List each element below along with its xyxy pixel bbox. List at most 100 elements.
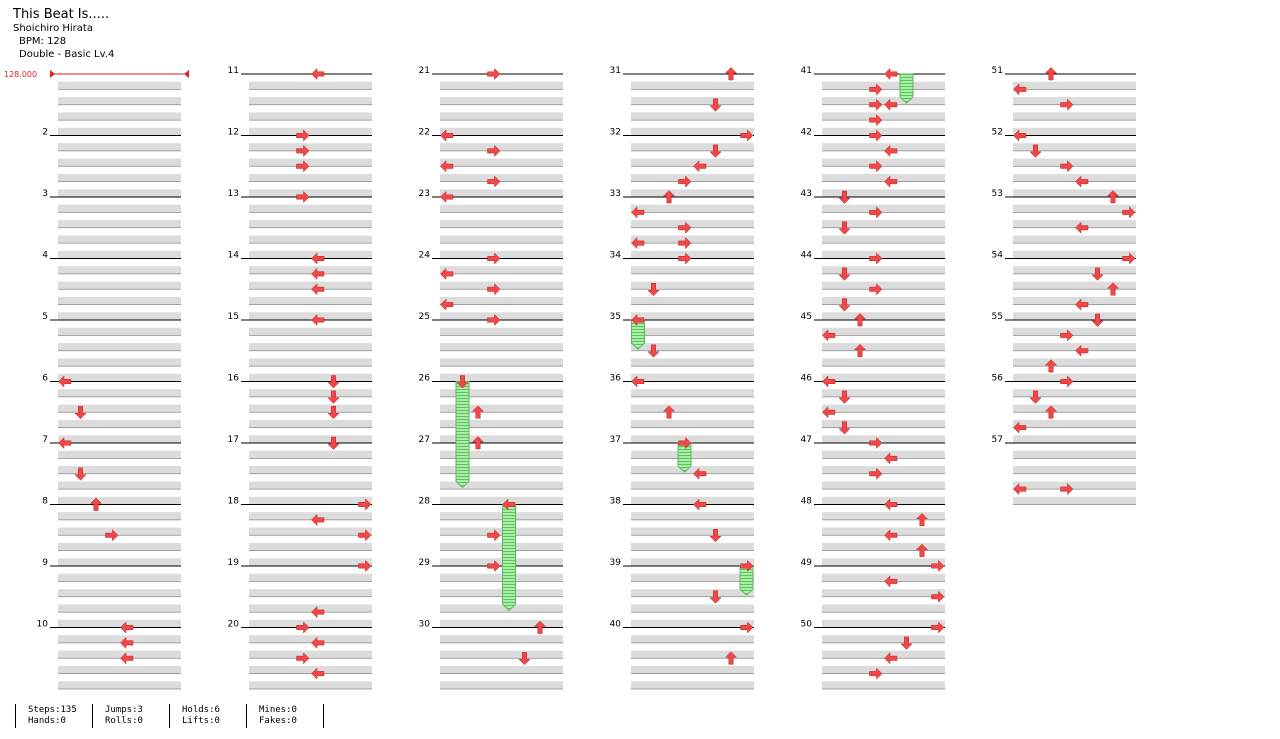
beat-band	[249, 158, 372, 167]
arrow-right-icon	[1122, 206, 1136, 219]
beat-band	[822, 681, 945, 689]
beat-band	[249, 312, 372, 320]
stat-fakes: Fakes:0	[259, 716, 297, 726]
beat-band	[58, 296, 181, 305]
arrow-down-icon	[838, 221, 851, 235]
arrow-up-icon	[1106, 190, 1120, 204]
beat-band	[58, 250, 181, 259]
beat-band	[249, 281, 372, 290]
beat-band	[822, 358, 945, 367]
beat-band	[440, 189, 563, 197]
freeze-arrow	[455, 381, 470, 489]
arrow-left-icon	[311, 67, 325, 81]
beat-band	[631, 296, 754, 305]
beat-band	[440, 235, 563, 244]
arrow-right-icon	[296, 144, 310, 157]
arrow-down-icon	[327, 406, 340, 420]
measure-number: 36	[610, 374, 622, 384]
beat-band	[631, 527, 754, 536]
beat-band	[631, 358, 754, 367]
beat-band	[631, 589, 754, 597]
measure-number: 52	[992, 128, 1003, 138]
beat-band	[1013, 343, 1136, 351]
measure-number: 34	[610, 251, 622, 261]
beat-band	[58, 189, 181, 197]
arrow-up-icon	[724, 67, 738, 81]
stat-rolls: Rolls:0	[105, 716, 143, 726]
beat-band	[822, 343, 945, 351]
beat-band	[822, 327, 945, 336]
beat-band	[249, 143, 372, 151]
beat-band	[249, 343, 372, 351]
beat-band	[249, 220, 372, 228]
beat-band	[440, 143, 563, 151]
beat-band	[440, 542, 563, 551]
beat-band	[822, 496, 945, 505]
arrow-left-icon	[311, 283, 325, 296]
measure-number: 50	[801, 620, 813, 630]
beat-band	[440, 266, 563, 274]
beat-band	[249, 327, 372, 336]
beat-band	[58, 97, 181, 105]
beat-band	[440, 204, 563, 213]
beat-band	[249, 665, 372, 674]
arrow-left-icon	[1013, 83, 1027, 96]
measure-number: 49	[801, 558, 813, 568]
beat-band	[58, 266, 181, 274]
beat-band	[249, 127, 372, 136]
arrow-right-icon	[869, 283, 883, 296]
beat-band	[440, 419, 563, 428]
arrow-right-icon	[105, 529, 119, 542]
step-chart: 2345678910111213141516171819202122232425…	[4, 66, 1136, 690]
measure-number: 40	[610, 620, 622, 630]
arrow-right-icon	[1060, 98, 1074, 111]
arrow-left-icon	[311, 667, 325, 680]
beat-band	[440, 450, 563, 459]
arrow-down-icon	[647, 283, 660, 297]
beat-band	[249, 204, 372, 213]
beat-band	[822, 235, 945, 244]
beat-band	[1013, 127, 1136, 136]
beat-band	[249, 542, 372, 551]
beat-band	[440, 343, 563, 351]
beat-band	[440, 358, 563, 367]
measure-number: 20	[228, 620, 240, 630]
beat-band	[249, 81, 372, 90]
beat-band	[1013, 496, 1136, 505]
beat-band	[822, 542, 945, 551]
stats-divider	[169, 704, 170, 728]
chart-stats: Steps:135 Hands:0 Jumps:3 Rolls:0 Holds:…	[0, 702, 340, 732]
arrow-right-icon	[1060, 329, 1074, 342]
beat-band	[822, 573, 945, 582]
beat-band	[822, 112, 945, 121]
arrow-down-icon	[1029, 144, 1042, 158]
bpm-marker: 128.000	[4, 70, 189, 79]
arrow-right-icon	[678, 221, 692, 234]
beat-band	[440, 589, 563, 597]
beat-band	[1013, 481, 1136, 490]
beat-band	[249, 527, 372, 536]
arrow-down-icon	[709, 529, 722, 543]
arrow-down-icon	[709, 144, 722, 158]
arrow-down-icon	[456, 375, 469, 389]
beat-band	[631, 681, 754, 689]
measure-number: 42	[801, 128, 812, 138]
beat-band	[631, 327, 754, 336]
arrow-right-icon	[678, 237, 692, 250]
beat-band	[58, 496, 181, 505]
freeze-arrow	[739, 565, 754, 596]
beat-band	[58, 112, 181, 121]
beat-band	[631, 173, 754, 182]
measure-lines	[50, 73, 1136, 690]
beat-band	[631, 665, 754, 674]
beat-band	[822, 604, 945, 613]
beat-band	[58, 650, 181, 659]
beat-band	[822, 97, 945, 105]
measure-number: 30	[419, 620, 431, 630]
beat-band	[1013, 466, 1136, 474]
beat-band	[822, 665, 945, 674]
bpm-marker-label: 128.000	[4, 70, 37, 79]
arrow-up-icon	[853, 313, 867, 327]
song-header: This Beat Is..... Shoichiro Hirata BPM: …	[0, 0, 300, 64]
beat-band	[58, 235, 181, 244]
